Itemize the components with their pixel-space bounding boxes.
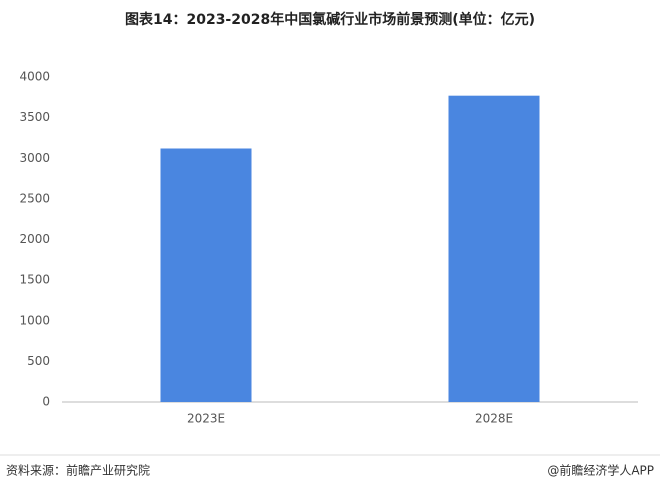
x-tick-label: 2023E [187,412,225,426]
y-tick-label: 0 [42,395,50,409]
x-tick-label: 2028E [475,412,513,426]
y-tick-label: 2000 [19,232,50,246]
y-tick-label: 4000 [19,70,50,84]
bar [160,148,252,402]
y-tick-label: 3000 [19,151,50,165]
y-tick-label: 500 [27,354,50,368]
y-tick-label: 1000 [19,313,50,327]
y-tick-label: 2500 [19,191,50,205]
y-tick-label: 3500 [19,110,50,124]
y-tick-label: 1500 [19,273,50,287]
bar [448,95,540,402]
chart-title: 图表14：2023-2028年中国氯碱行业市场前景预测(单位：亿元) [125,11,535,28]
credit: @前瞻经济学人APP [547,463,654,478]
source-note: 资料来源：前瞻产业研究院 [6,463,150,478]
